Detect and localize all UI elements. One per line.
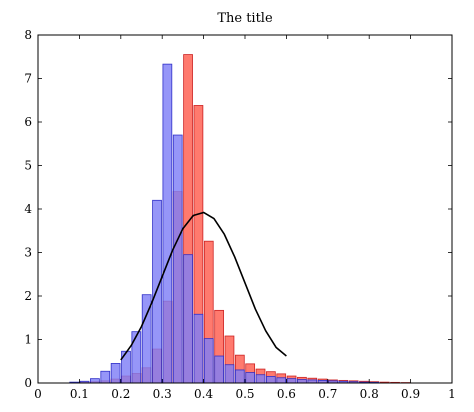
histogram-bar xyxy=(172,134,183,384)
histogram-bar xyxy=(100,370,111,384)
y-tick-label: 1 xyxy=(24,333,32,347)
histogram-bar xyxy=(286,378,297,384)
histogram-bar xyxy=(203,338,214,384)
curve-layer xyxy=(120,211,287,361)
histogram-bar xyxy=(131,331,142,384)
y-tick-label: 2 xyxy=(24,289,32,303)
histogram-bar xyxy=(183,254,193,384)
x-tick-label: 0 xyxy=(34,387,42,401)
x-tick-label: 0.2 xyxy=(111,387,130,401)
histogram-bar xyxy=(90,378,100,384)
x-tick-label: 0.3 xyxy=(153,387,172,401)
ticks-layer: 0 0.1 0.2 0.3 0.4 0.5 0.6 0.7 0.8 0.9 1 0 1 2 3 4 5 6 7 8 xyxy=(24,28,455,401)
histogram-bar xyxy=(162,63,173,384)
chart-title: The title xyxy=(217,11,273,26)
x-tick-label: 0.9 xyxy=(401,387,420,401)
histogram-bar xyxy=(224,364,235,384)
y-tick-label: 3 xyxy=(24,246,32,260)
histogram-bar xyxy=(110,363,121,384)
plot-frame xyxy=(37,34,453,384)
y-tick-label: 7 xyxy=(24,72,32,86)
x-tick-label: 0.1 xyxy=(70,387,89,401)
histogram-bar xyxy=(214,355,224,384)
y-tick-label: 5 xyxy=(24,159,32,173)
y-tick-label: 6 xyxy=(24,115,32,129)
y-tick-label: 4 xyxy=(24,202,32,216)
y-tick-label: 0 xyxy=(24,376,32,390)
x-tick-label: 0.6 xyxy=(277,387,296,401)
histogram-bar xyxy=(266,376,276,384)
histogram-bar xyxy=(193,313,204,384)
x-tick-label: 0.4 xyxy=(194,387,213,401)
histogram-bar xyxy=(297,379,307,384)
bars-layer xyxy=(69,54,411,384)
histogram-bar xyxy=(245,372,256,384)
histogram-bar xyxy=(234,369,245,384)
x-tick-label: 1 xyxy=(448,387,456,401)
y-tick-label: 8 xyxy=(24,28,32,42)
x-tick-label: 0.7 xyxy=(318,387,337,401)
histogram-bar xyxy=(276,377,287,384)
x-tick-label: 0.5 xyxy=(235,387,254,401)
density-curve xyxy=(120,211,287,361)
x-tick-label: 0.8 xyxy=(360,387,379,401)
histogram-bar xyxy=(255,374,266,384)
